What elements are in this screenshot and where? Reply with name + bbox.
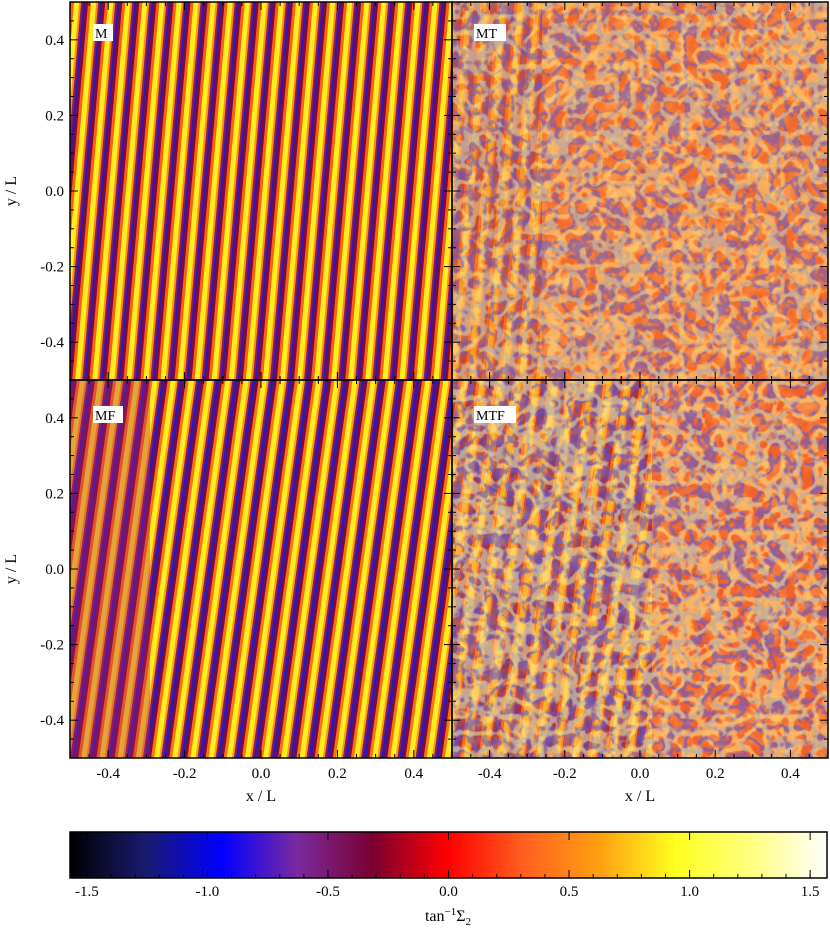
x-tick-label-left: 0.2: [328, 766, 347, 782]
x-tick-label-right: 0.2: [706, 766, 725, 782]
panel-label-mt-text: MT: [476, 27, 497, 42]
panel-label-m-text: M: [95, 27, 108, 42]
colorbar-tick-label: 1.0: [680, 884, 699, 900]
panel-mf-left-band: [70, 380, 150, 758]
y-tick-label-bottom: -0.4: [40, 713, 64, 729]
panel-label-mtf-text: MTF: [476, 409, 505, 424]
colorbar-label-sub: 2: [466, 916, 472, 928]
y-tick-label-top: -0.2: [40, 260, 64, 276]
panel-mtf-yellow-filaments: [452, 380, 828, 758]
x-tick-label-right: -0.2: [553, 766, 577, 782]
panel-label-mf: MF: [93, 406, 123, 424]
colorbar-label-var: Σ: [456, 908, 465, 925]
axes: -0.4 -0.2 0.0 0.2 0.4 -0.4 -0.2 0.0 0.2 0.4 0.4 0.2…: [40, 1, 829, 782]
x-tick-label-left: 0.4: [404, 766, 423, 782]
colorbar-tick-label: -1.0: [196, 884, 220, 900]
panel-label-mf-text: MF: [95, 409, 115, 424]
panel-mt-yellow-filaments: [452, 2, 828, 380]
ylabel-bottom: y / L: [3, 554, 20, 584]
panel-mt: [452, 2, 828, 380]
y-tick-label-top: 0.4: [45, 33, 64, 49]
y-tick-label-bottom: -0.2: [40, 638, 64, 654]
x-tick-label-left: -0.2: [173, 766, 197, 782]
colorbar-label-sup: −1: [445, 906, 457, 918]
colorbar-tick-label: 0.5: [560, 884, 579, 900]
x-tick-label-right: -0.4: [478, 766, 502, 782]
y-tick-label-top: -0.4: [40, 335, 64, 351]
colorbar-tick-label: -0.5: [316, 884, 340, 900]
colorbar-label-base: tan: [425, 908, 445, 925]
colorbar-tick-label: 0.0: [439, 884, 458, 900]
x-tick-label-right: 0.4: [781, 766, 800, 782]
panel-m: [70, 2, 452, 380]
ylabel-top: y / L: [3, 176, 20, 206]
xlabel-left: x / L: [246, 788, 276, 805]
y-tick-label-top: 0.2: [45, 108, 64, 124]
xlabel-right: x / L: [625, 788, 655, 805]
x-tick-label-right: 0.0: [631, 766, 650, 782]
panel-mtf: [452, 380, 828, 758]
y-tick-label-bottom: 0.0: [45, 562, 64, 578]
panel-m-field: [70, 2, 452, 380]
colorbar-ticks: -1.5 -1.0 -0.5 0.0 0.5 1.0 1.5: [75, 832, 819, 900]
panel-label-m: M: [93, 24, 113, 42]
y-tick-label-top: 0.0: [45, 184, 64, 200]
panel-mf: [70, 380, 452, 758]
y-tick-label-bottom: 0.4: [45, 411, 64, 427]
colorbar-tick-label: 1.5: [801, 884, 820, 900]
y-tick-label-bottom: 0.2: [45, 486, 64, 502]
panel-label-mtf: MTF: [474, 406, 516, 424]
colorbar-tick-label: -1.5: [75, 884, 99, 900]
panel-label-mt: MT: [474, 24, 506, 42]
x-tick-label-left: -0.4: [96, 766, 120, 782]
colorbar-label: tan−1Σ2: [425, 906, 471, 928]
x-tick-label-left: 0.0: [252, 766, 271, 782]
panel-mf-field: [70, 380, 452, 758]
